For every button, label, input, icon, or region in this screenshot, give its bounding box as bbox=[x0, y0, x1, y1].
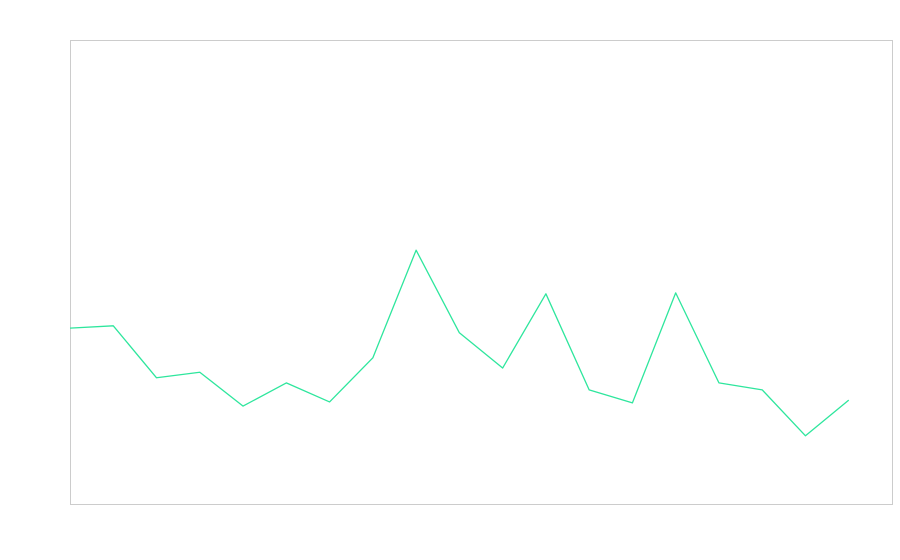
data-line bbox=[69, 249, 850, 437]
plot-frame bbox=[70, 40, 893, 505]
